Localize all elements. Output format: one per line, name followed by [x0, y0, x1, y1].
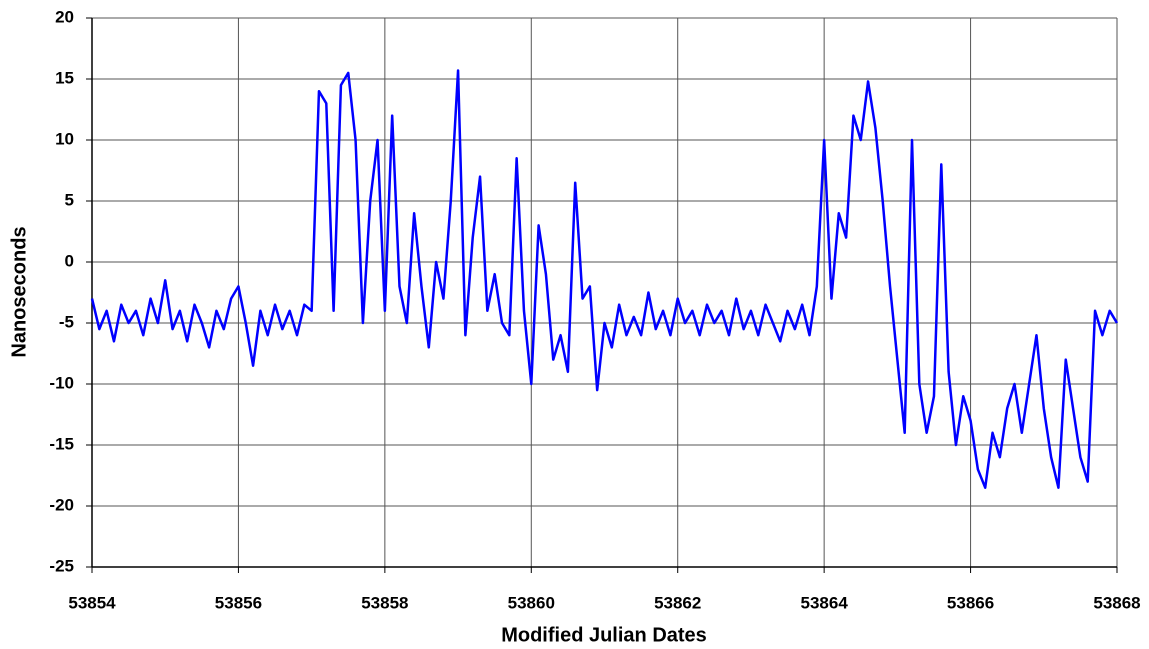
x-tick-label: 53858: [361, 593, 408, 612]
y-tick-label: -25: [49, 556, 74, 575]
x-axis-title: Modified Julian Dates: [501, 624, 707, 646]
y-tick-label: -15: [49, 434, 74, 453]
y-tick-label: 10: [55, 129, 74, 148]
y-tick-label: -10: [49, 373, 74, 392]
x-tick-label: 53856: [215, 593, 262, 612]
x-tick-label: 53868: [1093, 593, 1140, 612]
y-tick-label: 15: [55, 68, 74, 87]
x-tick-label: 53866: [947, 593, 994, 612]
x-tick-label: 53860: [508, 593, 555, 612]
data-line: [90, 69, 1119, 489]
x-tick-label: 53854: [68, 593, 116, 612]
y-tick-label: 20: [55, 7, 74, 26]
y-axis-title: Nanoseconds: [8, 226, 30, 357]
x-tick-label: 53862: [654, 593, 701, 612]
x-tick-label: 53864: [801, 593, 849, 612]
y-tick-label: -5: [59, 312, 74, 331]
y-tick-label: 5: [65, 190, 74, 209]
y-tick-label: 0: [65, 251, 74, 270]
y-tick-label: -20: [49, 495, 74, 514]
